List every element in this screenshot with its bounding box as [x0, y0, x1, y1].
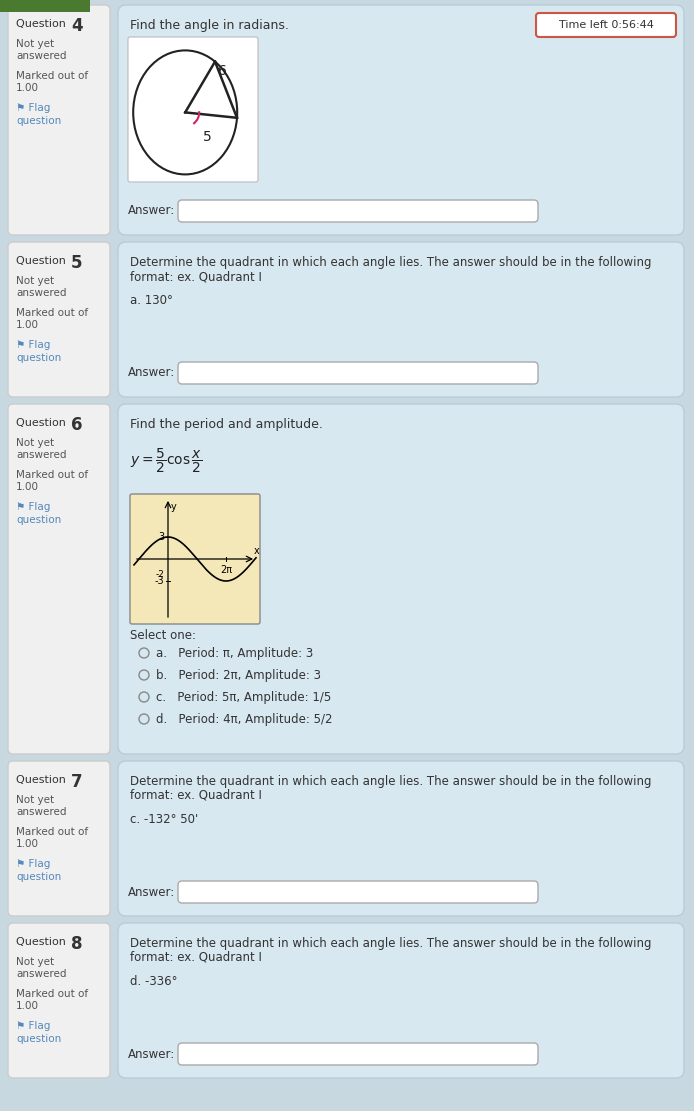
Text: 1.00: 1.00 — [16, 83, 39, 93]
Text: question: question — [16, 872, 61, 882]
Text: Find the period and amplitude.: Find the period and amplitude. — [130, 418, 323, 431]
FancyBboxPatch shape — [118, 6, 684, 236]
Text: ⚑ Flag: ⚑ Flag — [16, 340, 51, 350]
Text: answered: answered — [16, 450, 67, 460]
Text: Not yet: Not yet — [16, 276, 54, 286]
Text: ⚑ Flag: ⚑ Flag — [16, 103, 51, 113]
FancyBboxPatch shape — [0, 0, 90, 12]
Text: Determine the quadrant in which each angle lies. The answer should be in the fol: Determine the quadrant in which each ang… — [130, 937, 652, 950]
FancyBboxPatch shape — [118, 923, 684, 1078]
Text: a.   Period: π, Amplitude: 3: a. Period: π, Amplitude: 3 — [156, 647, 313, 660]
Text: Not yet: Not yet — [16, 957, 54, 967]
Text: Question: Question — [16, 19, 69, 29]
Text: x: x — [254, 546, 260, 556]
Text: answered: answered — [16, 288, 67, 298]
Text: Not yet: Not yet — [16, 795, 54, 805]
Text: Marked out of: Marked out of — [16, 827, 88, 837]
Text: Marked out of: Marked out of — [16, 308, 88, 318]
Text: d. -336°: d. -336° — [130, 975, 178, 988]
FancyBboxPatch shape — [8, 404, 110, 754]
Text: 1.00: 1.00 — [16, 839, 39, 849]
FancyBboxPatch shape — [178, 200, 538, 222]
FancyBboxPatch shape — [118, 242, 684, 397]
Text: 3: 3 — [158, 532, 164, 542]
Text: answered: answered — [16, 51, 67, 61]
Text: question: question — [16, 516, 61, 526]
Text: 7: 7 — [71, 773, 83, 791]
FancyBboxPatch shape — [128, 37, 258, 182]
Text: Question: Question — [16, 937, 69, 947]
Text: y: y — [171, 502, 177, 512]
FancyBboxPatch shape — [178, 362, 538, 384]
Text: Answer:: Answer: — [128, 367, 176, 380]
Text: a. 130°: a. 130° — [130, 294, 173, 307]
FancyBboxPatch shape — [178, 881, 538, 903]
Text: Question: Question — [16, 256, 69, 266]
Text: 5: 5 — [203, 130, 212, 143]
Text: question: question — [16, 116, 61, 126]
FancyBboxPatch shape — [130, 494, 260, 624]
Text: 1.00: 1.00 — [16, 1001, 39, 1011]
Text: Marked out of: Marked out of — [16, 71, 88, 81]
Text: Not yet: Not yet — [16, 39, 54, 49]
Text: question: question — [16, 1034, 61, 1044]
Text: question: question — [16, 353, 61, 363]
FancyBboxPatch shape — [178, 1043, 538, 1065]
FancyBboxPatch shape — [8, 242, 110, 397]
Text: -3: -3 — [154, 575, 164, 585]
FancyBboxPatch shape — [118, 761, 684, 915]
Text: format: ex. Quadrant I: format: ex. Quadrant I — [130, 270, 262, 283]
Text: Question: Question — [16, 775, 69, 785]
Text: ⚑ Flag: ⚑ Flag — [16, 1021, 51, 1031]
Text: Question: Question — [16, 418, 69, 428]
Text: Time left 0:56:44: Time left 0:56:44 — [559, 20, 654, 30]
Text: format: ex. Quadrant I: format: ex. Quadrant I — [130, 951, 262, 964]
Text: 2π: 2π — [220, 565, 232, 575]
Text: 1.00: 1.00 — [16, 320, 39, 330]
Text: Answer:: Answer: — [128, 885, 176, 899]
Text: Select one:: Select one: — [130, 629, 196, 642]
Text: Find the angle in radians.: Find the angle in radians. — [130, 19, 289, 32]
FancyBboxPatch shape — [8, 761, 110, 915]
Text: -2: -2 — [155, 570, 164, 579]
Text: Determine the quadrant in which each angle lies. The answer should be in the fol: Determine the quadrant in which each ang… — [130, 256, 652, 269]
Text: ⚑ Flag: ⚑ Flag — [16, 859, 51, 869]
Text: 5: 5 — [71, 254, 83, 272]
Text: Determine the quadrant in which each angle lies. The answer should be in the fol: Determine the quadrant in which each ang… — [130, 775, 652, 788]
Text: 6: 6 — [218, 63, 227, 78]
Text: b.   Period: 2π, Amplitude: 3: b. Period: 2π, Amplitude: 3 — [156, 669, 321, 681]
Text: c.   Period: 5π, Amplitude: 1/5: c. Period: 5π, Amplitude: 1/5 — [156, 691, 331, 703]
Text: Answer:: Answer: — [128, 1048, 176, 1061]
FancyBboxPatch shape — [118, 404, 684, 754]
Text: Marked out of: Marked out of — [16, 470, 88, 480]
Text: $y = \dfrac{5}{2}\cos\dfrac{x}{2}$: $y = \dfrac{5}{2}\cos\dfrac{x}{2}$ — [130, 447, 203, 476]
FancyBboxPatch shape — [536, 13, 676, 37]
Text: Answer:: Answer: — [128, 204, 176, 218]
Text: 1.00: 1.00 — [16, 482, 39, 492]
Text: 8: 8 — [71, 935, 83, 953]
Text: answered: answered — [16, 807, 67, 817]
Text: Not yet: Not yet — [16, 438, 54, 448]
Text: Marked out of: Marked out of — [16, 989, 88, 999]
Text: ⚑ Flag: ⚑ Flag — [16, 502, 51, 512]
Text: answered: answered — [16, 969, 67, 979]
Text: 4: 4 — [71, 17, 83, 36]
FancyBboxPatch shape — [8, 6, 110, 236]
Text: d.   Period: 4π, Amplitude: 5/2: d. Period: 4π, Amplitude: 5/2 — [156, 712, 332, 725]
Text: format: ex. Quadrant I: format: ex. Quadrant I — [130, 789, 262, 802]
Text: c. -132° 50': c. -132° 50' — [130, 813, 198, 825]
FancyBboxPatch shape — [8, 923, 110, 1078]
Text: 6: 6 — [71, 416, 83, 434]
